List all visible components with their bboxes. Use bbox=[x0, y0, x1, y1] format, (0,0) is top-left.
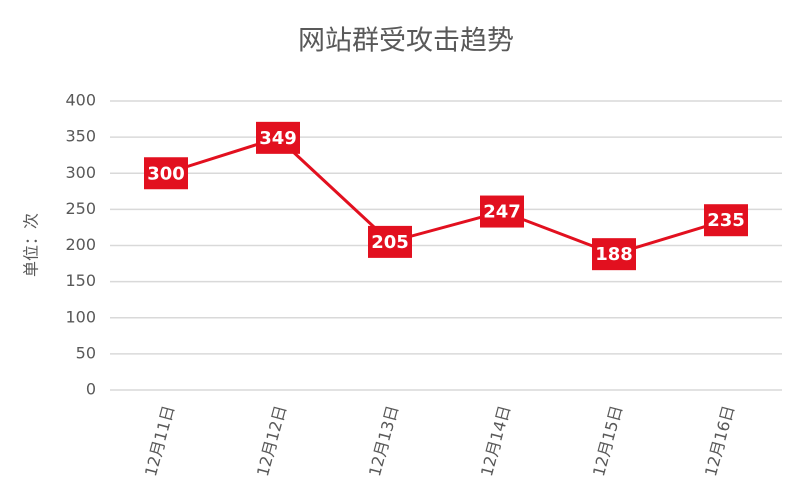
data-label: 247 bbox=[483, 202, 521, 223]
y-tick-label: 400 bbox=[65, 91, 96, 110]
x-tick-label: 12月16日 bbox=[701, 403, 738, 478]
data-label-box bbox=[480, 195, 524, 228]
y-axis-label: 单位：次 bbox=[22, 213, 41, 277]
y-tick-label: 150 bbox=[65, 271, 96, 290]
data-label: 188 bbox=[595, 244, 633, 265]
data-label-box bbox=[256, 121, 300, 154]
y-tick-label: 100 bbox=[65, 307, 96, 326]
x-tick-label: 12月11日 bbox=[141, 403, 178, 478]
line bbox=[165, 136, 727, 256]
y-tick-label: 200 bbox=[65, 235, 96, 254]
chart-title: 网站群受攻击趋势 bbox=[298, 26, 514, 57]
x-tick-label: 12月12日 bbox=[253, 403, 290, 478]
data-label-box bbox=[144, 157, 188, 190]
y-tick-label: 300 bbox=[65, 163, 96, 182]
data-label: 349 bbox=[259, 128, 297, 149]
data-label: 300 bbox=[147, 163, 185, 184]
data-label-box bbox=[704, 204, 748, 237]
y-tick-label: 250 bbox=[65, 199, 96, 218]
x-tick-label: 12月14日 bbox=[477, 403, 514, 478]
y-tick-label: 350 bbox=[65, 127, 96, 146]
data-label-box bbox=[368, 225, 412, 258]
data-label: 205 bbox=[371, 232, 409, 253]
x-tick-label: 12月13日 bbox=[365, 403, 402, 478]
y-tick-label: 0 bbox=[86, 380, 96, 399]
y-tick-label: 50 bbox=[76, 343, 96, 362]
data-label: 235 bbox=[707, 210, 745, 231]
data-label-box bbox=[592, 238, 636, 271]
x-tick-label: 12月15日 bbox=[589, 403, 626, 478]
